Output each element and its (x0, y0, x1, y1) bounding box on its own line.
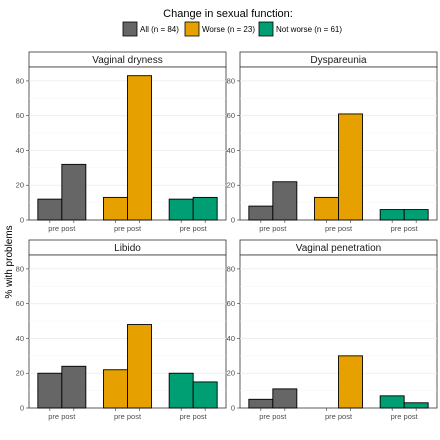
y-tick-label: 0 (231, 216, 235, 225)
facet-panel: Dyspareunia 0 20 40 60 80 pre post pre post pre … (227, 51, 438, 233)
y-tick-label: 0 (20, 216, 24, 225)
legend-swatch (184, 21, 200, 37)
y-tick-label: 60 (227, 111, 235, 120)
y-tick-label: 20 (16, 369, 24, 378)
x-tick-label: pre post (48, 412, 76, 421)
x-tick-label: pre post (180, 412, 208, 421)
x-tick-label: pre post (259, 412, 287, 421)
bar (248, 205, 274, 221)
y-tick-label: 80 (227, 264, 235, 273)
facet-panel: Vaginal dryness 0 20 40 60 80 pre post pre post… (16, 51, 227, 233)
legend: Change in sexual function: All (n = 84) W… (122, 8, 342, 37)
x-tick-label: pre post (114, 412, 142, 421)
bar (338, 113, 363, 221)
legend-title: Change in sexual function: (163, 8, 293, 20)
facet-title: Vaginal dryness (92, 55, 162, 66)
y-tick-label: 40 (16, 146, 24, 155)
legend-label: Worse (n = 23) (202, 25, 255, 34)
x-tick-label: pre post (325, 224, 353, 233)
bar (379, 395, 405, 409)
x-tick-label: pre post (391, 224, 419, 233)
x-tick-label: pre post (391, 412, 419, 421)
y-tick-label: 80 (16, 76, 24, 85)
bar (379, 209, 405, 221)
bar (248, 398, 274, 409)
bar (37, 198, 63, 221)
bar (272, 388, 298, 409)
facet-panel: Libido 0 20 40 60 80 pre post pre post pre post (16, 239, 227, 421)
y-tick-label: 40 (227, 334, 235, 343)
y-tick-label: 40 (16, 334, 24, 343)
bar (403, 209, 429, 221)
legend-label: Not worse (n = 61) (276, 25, 342, 34)
facet-title: Vaginal penetration (296, 243, 381, 254)
legend-swatch (258, 21, 274, 37)
y-tick-label: 20 (227, 369, 235, 378)
bar (192, 196, 218, 221)
facet-title: Dyspareunia (310, 55, 367, 66)
bar (103, 369, 128, 409)
x-tick-label: pre post (325, 412, 353, 421)
bar (314, 196, 339, 221)
x-tick-label: pre post (114, 224, 142, 233)
bar (192, 381, 218, 409)
bar (37, 372, 63, 409)
y-tick-label: 80 (16, 264, 24, 273)
legend-label: All (n = 84) (140, 25, 179, 34)
bar (168, 372, 194, 409)
bar (338, 355, 363, 409)
bar (61, 163, 87, 221)
y-tick-label: 0 (231, 404, 235, 413)
y-tick-label: 60 (227, 299, 235, 308)
facet-title: Libido (114, 243, 141, 254)
y-tick-label: 20 (227, 181, 235, 190)
bar (272, 181, 298, 221)
y-tick-label: 0 (20, 404, 24, 413)
bar (168, 198, 194, 221)
y-tick-label: 60 (16, 299, 24, 308)
x-tick-label: pre post (259, 224, 287, 233)
bar (403, 402, 429, 409)
y-tick-label: 20 (16, 181, 24, 190)
bar (103, 196, 128, 221)
y-axis-title: % with problems (4, 225, 15, 298)
bar (127, 324, 152, 409)
bar (127, 75, 152, 221)
y-tick-label: 40 (227, 146, 235, 155)
y-tick-label: 60 (16, 111, 24, 120)
y-tick-label: 80 (227, 76, 235, 85)
legend-swatch (122, 21, 138, 37)
bar (61, 365, 87, 409)
x-tick-label: pre post (180, 224, 208, 233)
x-tick-label: pre post (48, 224, 76, 233)
facet-panel: Vaginal penetration 0 20 40 60 80 pre post pre … (227, 239, 438, 421)
